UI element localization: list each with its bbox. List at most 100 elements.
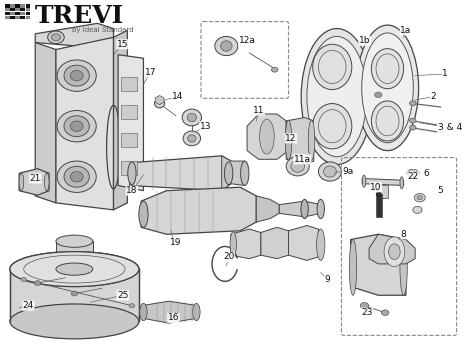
Text: 24: 24 <box>23 301 34 310</box>
Ellipse shape <box>57 161 96 192</box>
Text: 1: 1 <box>442 69 448 78</box>
Text: 1a: 1a <box>400 26 412 35</box>
Bar <box>15 4 20 8</box>
Circle shape <box>410 118 416 123</box>
Ellipse shape <box>389 244 400 260</box>
Ellipse shape <box>286 120 292 160</box>
Circle shape <box>360 303 369 309</box>
Text: 15: 15 <box>117 40 128 49</box>
Ellipse shape <box>349 239 357 295</box>
Ellipse shape <box>372 49 404 89</box>
Text: 3 & 4: 3 & 4 <box>438 124 462 132</box>
Bar <box>15 8 20 12</box>
Polygon shape <box>118 55 143 191</box>
Ellipse shape <box>45 173 49 191</box>
Polygon shape <box>231 229 261 259</box>
Ellipse shape <box>362 175 366 187</box>
Polygon shape <box>35 43 56 203</box>
Ellipse shape <box>64 116 89 136</box>
Ellipse shape <box>10 304 139 339</box>
Text: 19: 19 <box>170 238 181 247</box>
Ellipse shape <box>182 109 201 126</box>
Ellipse shape <box>307 36 367 157</box>
Ellipse shape <box>308 120 315 160</box>
Polygon shape <box>279 201 321 217</box>
Polygon shape <box>247 114 286 159</box>
Bar <box>56 241 93 269</box>
Ellipse shape <box>240 161 249 186</box>
Ellipse shape <box>301 199 308 219</box>
Circle shape <box>413 206 422 214</box>
Text: TREVI: TREVI <box>35 4 125 28</box>
Ellipse shape <box>286 157 309 176</box>
Text: 17: 17 <box>145 68 156 77</box>
Bar <box>20 12 25 15</box>
Ellipse shape <box>220 41 232 51</box>
Bar <box>10 4 15 8</box>
Polygon shape <box>56 37 113 210</box>
Bar <box>5 4 10 8</box>
Ellipse shape <box>384 237 405 266</box>
Ellipse shape <box>400 177 404 189</box>
Circle shape <box>71 291 78 296</box>
Polygon shape <box>141 187 256 234</box>
Circle shape <box>21 278 27 282</box>
Polygon shape <box>379 186 387 198</box>
Ellipse shape <box>57 111 96 142</box>
Polygon shape <box>130 156 231 191</box>
Text: 8: 8 <box>401 230 406 239</box>
Bar <box>26 4 30 8</box>
Text: 25: 25 <box>117 291 128 300</box>
Ellipse shape <box>57 60 96 91</box>
Polygon shape <box>256 196 279 222</box>
Ellipse shape <box>312 104 352 149</box>
Text: 12: 12 <box>285 134 297 143</box>
Polygon shape <box>362 178 404 186</box>
Circle shape <box>375 92 382 98</box>
Circle shape <box>129 304 135 308</box>
Polygon shape <box>113 30 127 210</box>
Ellipse shape <box>324 166 336 177</box>
Polygon shape <box>351 234 406 295</box>
Ellipse shape <box>259 119 274 154</box>
Circle shape <box>410 101 416 106</box>
Bar <box>20 4 25 8</box>
Text: 9a: 9a <box>343 167 354 176</box>
Text: 9: 9 <box>325 275 331 284</box>
Bar <box>121 77 138 91</box>
Ellipse shape <box>372 101 404 141</box>
Ellipse shape <box>376 192 381 196</box>
Ellipse shape <box>70 121 83 131</box>
Text: 22: 22 <box>407 172 418 181</box>
Circle shape <box>414 194 425 202</box>
Ellipse shape <box>230 232 237 256</box>
Bar <box>10 16 15 19</box>
Ellipse shape <box>193 303 200 321</box>
Ellipse shape <box>183 131 200 146</box>
Polygon shape <box>406 170 419 177</box>
Bar <box>121 133 138 147</box>
Circle shape <box>34 281 41 286</box>
Ellipse shape <box>362 33 413 143</box>
Bar <box>121 105 138 119</box>
Bar <box>5 16 10 19</box>
Bar <box>20 8 25 12</box>
Bar <box>121 161 138 175</box>
Circle shape <box>272 67 278 72</box>
Text: 18: 18 <box>126 186 138 195</box>
Bar <box>10 12 15 15</box>
Ellipse shape <box>317 229 325 260</box>
Bar <box>10 8 15 12</box>
Ellipse shape <box>56 235 93 247</box>
Polygon shape <box>369 234 415 264</box>
Ellipse shape <box>139 201 148 227</box>
Ellipse shape <box>140 303 147 321</box>
Polygon shape <box>222 156 245 191</box>
Ellipse shape <box>64 166 89 187</box>
Ellipse shape <box>400 239 407 295</box>
Ellipse shape <box>56 263 93 275</box>
Text: 11a: 11a <box>294 155 311 164</box>
Text: 20: 20 <box>223 252 234 261</box>
Text: 12a: 12a <box>239 36 255 45</box>
Text: by Ideal Standard: by Ideal Standard <box>72 27 133 33</box>
